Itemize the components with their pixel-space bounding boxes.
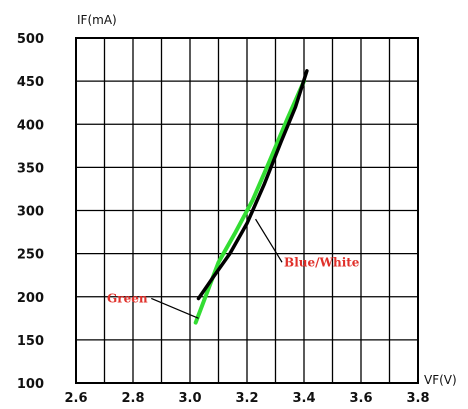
series-line: [196, 69, 309, 301]
annotations: Blue/White Green: [107, 218, 360, 319]
plot-frame: [75, 37, 419, 384]
series-line: [193, 79, 306, 325]
y-tick-label: 350: [17, 161, 44, 176]
y-tick-label: 400: [17, 118, 44, 133]
annotation-label: Blue/White: [284, 255, 360, 269]
x-tick-label: 3.4: [292, 391, 315, 406]
y-tick-label: 150: [17, 334, 44, 349]
y-tick-label: 500: [17, 32, 44, 47]
annotation-leader: [151, 297, 199, 319]
y-tick-label: 200: [17, 291, 44, 306]
annotation-label: Green: [107, 291, 148, 305]
y-tick-label: 100: [17, 377, 44, 392]
annotation-leader: [255, 218, 283, 263]
x-tick-label: 2.8: [121, 391, 144, 406]
x-tick-label: 3.6: [349, 391, 372, 406]
y-axis-label: IF(mA): [77, 13, 117, 27]
y-tick-label: 450: [17, 75, 44, 90]
x-tick-label: 2.6: [64, 391, 87, 406]
axis-ticks: 2.6 2.8 3.0 3.2 3.4 3.6 3.8 100 150 200 250 300 350 4…: [17, 32, 430, 406]
y-tick-label: 250: [17, 248, 44, 263]
series-lines: [193, 69, 309, 325]
x-axis-label: VF(V): [424, 373, 457, 387]
y-tick-label: 300: [17, 205, 44, 220]
x-tick-label: 3.2: [235, 391, 258, 406]
x-tick-label: 3.8: [406, 391, 429, 406]
x-tick-label: 3.0: [178, 391, 201, 406]
